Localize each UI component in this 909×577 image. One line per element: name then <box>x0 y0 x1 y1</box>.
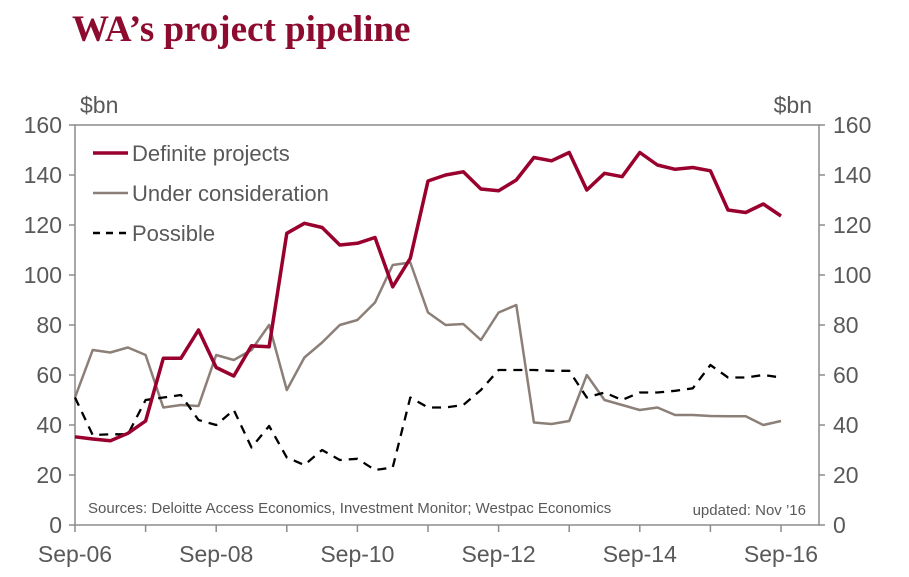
y-tick-label-left: 160 <box>24 112 62 138</box>
y-tick-label-left: 60 <box>36 362 62 388</box>
y-tick-label-right: 20 <box>833 462 859 488</box>
x-tick-label: Sep-14 <box>603 541 677 567</box>
y-tick-label-left: 100 <box>24 262 62 288</box>
legend-label: Definite projects <box>132 141 290 166</box>
y-tick-label-right: 160 <box>833 112 871 138</box>
y-tick-label-right: 40 <box>833 412 859 438</box>
x-tick-label: Sep-16 <box>744 541 818 567</box>
updated-note: updated: Nov ’16 <box>693 502 806 519</box>
x-tick-label: Sep-12 <box>462 541 536 567</box>
y-tick-label-right: 0 <box>833 512 846 538</box>
source-note: Sources: Deloitte Access Economics, Inve… <box>88 500 611 517</box>
y-tick-label-right: 80 <box>833 312 859 338</box>
y-tick-label-left: 20 <box>36 462 62 488</box>
y-tick-label-right: 120 <box>833 212 871 238</box>
y-tick-label-right: 140 <box>833 162 871 188</box>
x-tick-label: Sep-08 <box>179 541 253 567</box>
y-tick-label-left: 140 <box>24 162 62 188</box>
y-tick-label-right: 60 <box>833 362 859 388</box>
y-tick-label-left: 0 <box>49 512 62 538</box>
y-tick-label-left: 40 <box>36 412 62 438</box>
legend-label: Possible <box>132 221 215 246</box>
x-tick-label: Sep-10 <box>320 541 394 567</box>
y-axis-label-right: $bn <box>774 92 812 118</box>
series-line-definite-projects <box>74 150 782 443</box>
y-axis-label-left: $bn <box>80 92 118 118</box>
y-tick-label-left: 120 <box>24 212 62 238</box>
series-line-under-consideration <box>73 261 782 427</box>
legend-label: Under consideration <box>132 181 329 206</box>
chart-title: WA’s project pipeline <box>72 9 411 50</box>
x-tick-label: Sep-06 <box>38 541 112 567</box>
y-tick-label-right: 100 <box>833 262 871 288</box>
y-tick-label-left: 80 <box>36 312 62 338</box>
series-line-possible <box>73 363 782 472</box>
